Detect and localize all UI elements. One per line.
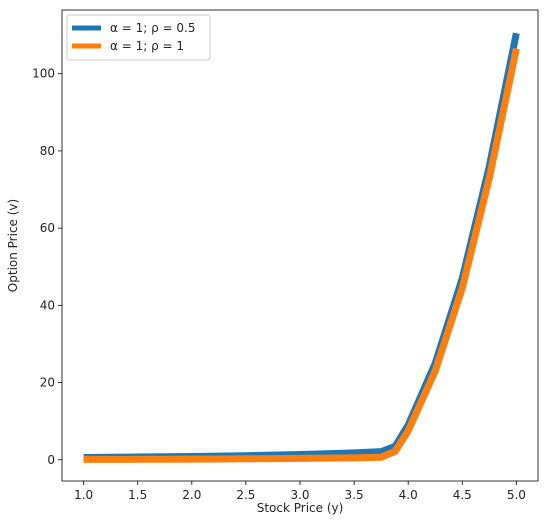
legend-box <box>66 14 211 61</box>
series-line-1 <box>83 32 520 461</box>
x-axis: 1.0 1.5 2.0 2.5 3.0 3.5 4.0 4.5 5.0 <box>74 481 526 502</box>
x-tick-label: 2.5 <box>236 488 255 502</box>
x-axis-label: Stock Price (y) <box>257 501 344 515</box>
y-tick-label: 80 <box>40 144 55 158</box>
x-tick-label: 3.5 <box>345 488 364 502</box>
y-axis-label: Option Price (v) <box>6 199 20 292</box>
x-tick-label: 4.0 <box>399 488 418 502</box>
x-tick-label: 3.0 <box>290 488 309 502</box>
legend-label-series-2: α = 1; ρ = 1 <box>110 39 184 53</box>
y-tick-label: 0 <box>47 453 55 467</box>
series-line-2 <box>83 47 520 463</box>
x-tick-label: 4.5 <box>453 488 472 502</box>
x-tick-label: 2.0 <box>182 488 201 502</box>
legend-label-series-1: α = 1; ρ = 0.5 <box>110 21 195 35</box>
legend: α = 1; ρ = 0.5 α = 1; ρ = 1 <box>66 14 211 61</box>
series-layer <box>83 32 520 463</box>
x-tick-label: 1.0 <box>74 488 93 502</box>
x-tick-label: 1.5 <box>128 488 147 502</box>
x-tick-label: 5.0 <box>507 488 526 502</box>
y-tick-label: 20 <box>40 376 55 390</box>
y-tick-label: 60 <box>40 221 55 235</box>
y-tick-label: 40 <box>40 298 55 312</box>
y-tick-label: 100 <box>32 67 55 81</box>
y-axis: 0 20 40 60 80 100 <box>32 67 62 467</box>
